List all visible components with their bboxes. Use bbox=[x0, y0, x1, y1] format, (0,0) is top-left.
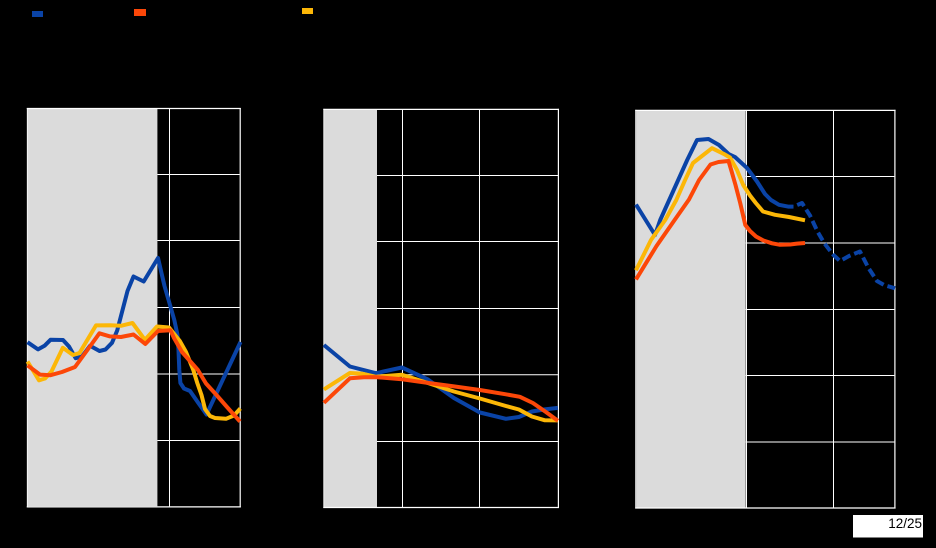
svg-text:12/25: 12/25 bbox=[888, 516, 922, 531]
